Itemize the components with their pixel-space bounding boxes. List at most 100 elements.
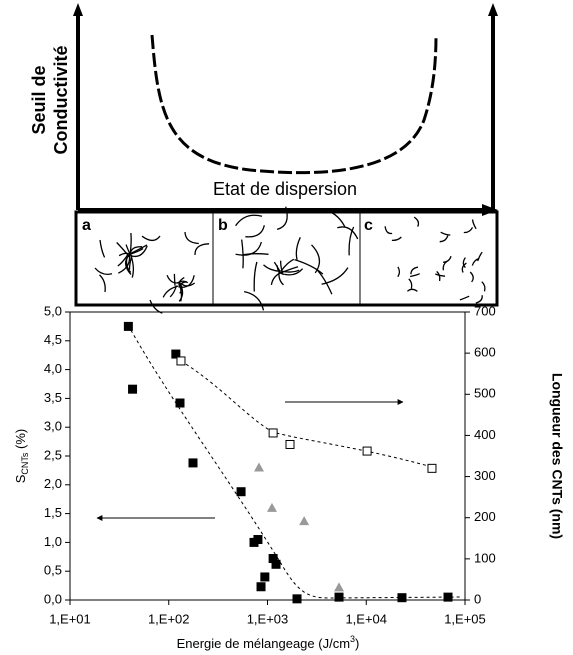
cnt-strand [391, 236, 402, 241]
data-point [292, 594, 302, 604]
cnt-strand [442, 260, 448, 271]
y2-tick-label: 500 [474, 386, 496, 401]
y-tick-label: 0,5 [44, 563, 62, 578]
cnt-strand [280, 269, 300, 273]
data-point [123, 321, 133, 331]
plot-frame [69, 311, 466, 601]
y-axis-title: SCNTs (%) [13, 429, 30, 484]
data-point [268, 428, 278, 438]
cnt-strand [459, 295, 470, 301]
data-point [266, 502, 277, 512]
cnt-strand [477, 251, 483, 262]
cnt-strand [125, 254, 132, 275]
cnt-strand [284, 268, 304, 276]
data-point [268, 554, 278, 564]
y-label: Conductivité [51, 45, 71, 154]
cnt-strand [178, 285, 184, 302]
cnt-strand [475, 295, 483, 304]
data-point [285, 439, 295, 449]
y2-tick-label: 100 [474, 550, 496, 565]
cnt-strand [320, 208, 346, 228]
cnt-strand [194, 243, 210, 256]
cnt-strand [270, 271, 283, 286]
data-point [236, 487, 246, 497]
trend-line [127, 324, 463, 599]
x-axis-title: ) [355, 636, 359, 651]
cnt-strand [295, 237, 301, 260]
cnt-strand [116, 242, 131, 258]
y-axis-title: (%) [13, 429, 28, 453]
cnt-strand [337, 226, 359, 240]
cnt-strand [409, 273, 420, 278]
cnt-strand [99, 274, 106, 293]
cnt-strand [273, 261, 281, 273]
cnt-strand [149, 299, 163, 314]
y-tick-label: 2,0 [44, 476, 62, 491]
x-axis-title-sup: 3 [350, 634, 355, 644]
data-point [334, 582, 345, 592]
cnt-strand [169, 285, 178, 298]
cnt-strand [166, 274, 179, 284]
cnt-strand [413, 216, 420, 227]
y2-tick-label: 700 [474, 303, 496, 318]
cnt-strand [94, 267, 113, 275]
cnt-strand [184, 231, 199, 245]
y-axis-title: S [13, 474, 28, 483]
data-point [128, 384, 138, 394]
schematic: Seuil de Conductivité Etat de dispersion… [29, 3, 499, 314]
cnt-strand [440, 231, 451, 236]
data-point [171, 349, 181, 359]
y-tick-label: 4,0 [44, 361, 62, 376]
data-point [362, 446, 372, 456]
cnt-strand [406, 288, 418, 292]
data-point [188, 458, 198, 468]
cnt-strand [117, 254, 129, 267]
data-point [176, 356, 186, 366]
cnt-strand [128, 244, 148, 255]
cnt-strand [384, 226, 393, 235]
data-point [299, 516, 310, 526]
y-label: Seuil de [29, 65, 49, 134]
cnt-strand [281, 266, 299, 273]
cnt-strand [410, 266, 419, 275]
data-point [334, 592, 344, 602]
cnt-strand [178, 281, 187, 288]
y2-tick-label: 600 [474, 345, 496, 360]
panel-label: c [364, 217, 373, 234]
cnt-strand [321, 267, 349, 285]
cnt-strand [443, 255, 452, 264]
x-label: Etat de dispersion [213, 179, 357, 199]
arrow-head [73, 3, 83, 16]
data-point [253, 535, 263, 545]
cnt-strand [276, 206, 288, 231]
data-point [271, 559, 281, 569]
cnt-strand [241, 253, 269, 256]
y2-tick-label: 200 [474, 509, 496, 524]
x-axis-title: Energie de mélangeage (J/cm3) [177, 634, 360, 651]
y-tick-label: 3,5 [44, 390, 62, 405]
panel-label: b [218, 217, 228, 234]
cnt-strand [241, 239, 244, 269]
cnt-strand [130, 245, 148, 258]
trend-line [180, 360, 433, 468]
data-point [175, 398, 185, 408]
cnt-strand [481, 281, 486, 292]
y-tick-label: 3,0 [44, 419, 62, 434]
cnt-strand [397, 266, 401, 278]
chart: SCNTs (%) Longueur des CNTs (nm) Energie… [13, 303, 565, 651]
cnt-strand [99, 239, 106, 258]
cnt-strand [280, 258, 295, 271]
data-point [397, 593, 407, 603]
y-tick-label: 1,5 [44, 505, 62, 520]
data-point [253, 462, 264, 472]
x-tick-label: 1,E+05 [444, 611, 486, 626]
cnt-strand [463, 227, 474, 234]
data-point [427, 463, 437, 473]
cnt-strand [278, 270, 284, 286]
y2-axis-title: Longueur des CNTs (nm) [549, 373, 565, 539]
cnt-strand [439, 235, 449, 243]
cnt-strand [469, 271, 474, 283]
panel-frame [74, 210, 499, 307]
